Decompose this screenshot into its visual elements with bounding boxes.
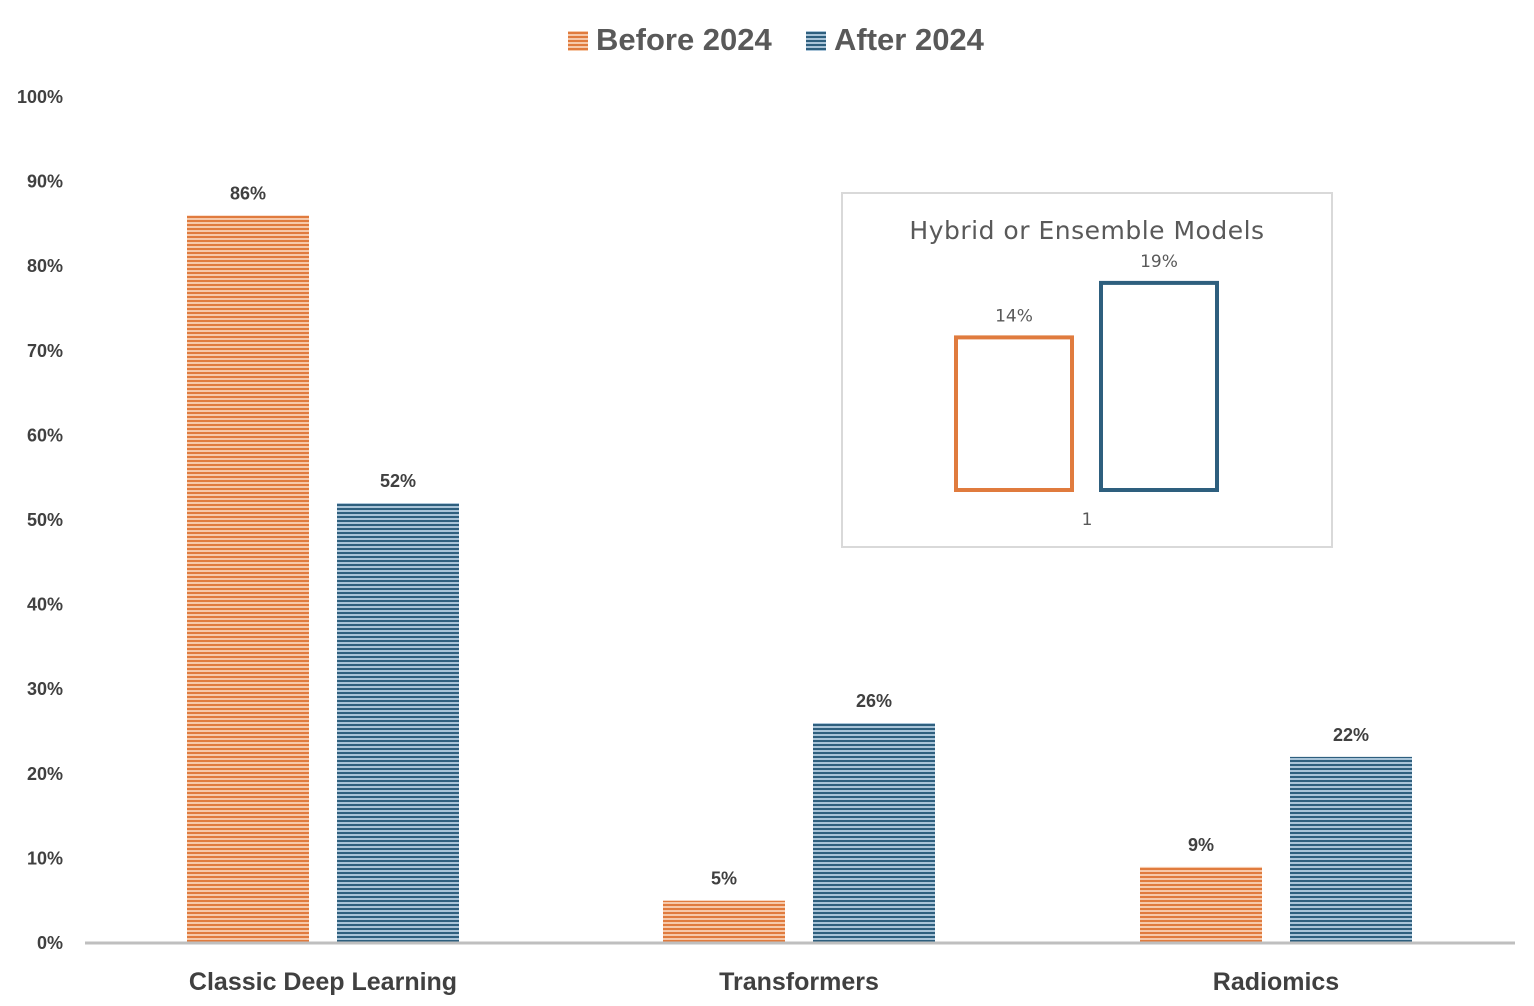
data-label: 22% [1333, 725, 1369, 745]
bar-before [1140, 866, 1262, 943]
inset-bar-after [1099, 280, 1219, 492]
inset-bar-before [954, 335, 1074, 492]
y-tick-label: 10% [27, 848, 63, 868]
y-tick-label: 30% [27, 679, 63, 699]
inset-data-label: 14% [995, 306, 1033, 326]
data-label: 26% [856, 691, 892, 711]
bar-after [1290, 756, 1412, 943]
x-tick-label: Transformers [719, 968, 879, 996]
y-tick-label: 100% [17, 87, 63, 107]
data-label: 5% [711, 869, 737, 889]
inset-frame [841, 192, 1333, 548]
x-tick-label: Radiomics [1213, 968, 1339, 996]
y-tick-label: 40% [27, 595, 63, 615]
data-label: 52% [380, 471, 416, 491]
legend-label-after: After 2024 [834, 22, 985, 57]
y-tick-label: 80% [27, 256, 63, 276]
y-tick-label: 0% [37, 933, 63, 953]
bars [187, 215, 1412, 943]
legend: Before 2024 After 2024 [568, 22, 985, 57]
data-label: 9% [1188, 835, 1214, 855]
legend-swatch-before [568, 31, 588, 51]
y-tick-label: 20% [27, 764, 63, 784]
x-tick-label: Classic Deep Learning [189, 968, 457, 996]
data-label: 86% [230, 183, 266, 203]
y-axis-ticks: 0% 10% 20% 30% 40% 50% 60% 70% 80% 90% 100% [17, 87, 63, 953]
inset-category-label: 1 [1082, 510, 1093, 530]
bar-before [187, 215, 309, 943]
y-tick-label: 60% [27, 425, 63, 445]
inset-chart: Hybrid or Ensemble Models 1 14% 19% [841, 192, 1333, 548]
legend-label-before: Before 2024 [596, 22, 773, 57]
x-axis-ticks: Classic Deep Learning Transformers Radiomi… [189, 968, 1339, 996]
data-labels: 86% 52% 5% 26% 9% 22% [230, 183, 1369, 888]
bar-after [813, 723, 935, 943]
y-tick-label: 70% [27, 341, 63, 361]
bar-after [337, 503, 459, 943]
inset-data-label: 19% [1140, 252, 1178, 272]
inset-title: Hybrid or Ensemble Models [909, 216, 1264, 245]
bar-before [663, 900, 785, 943]
legend-swatch-after [806, 31, 826, 51]
y-tick-label: 50% [27, 510, 63, 530]
y-tick-label: 90% [27, 172, 63, 192]
